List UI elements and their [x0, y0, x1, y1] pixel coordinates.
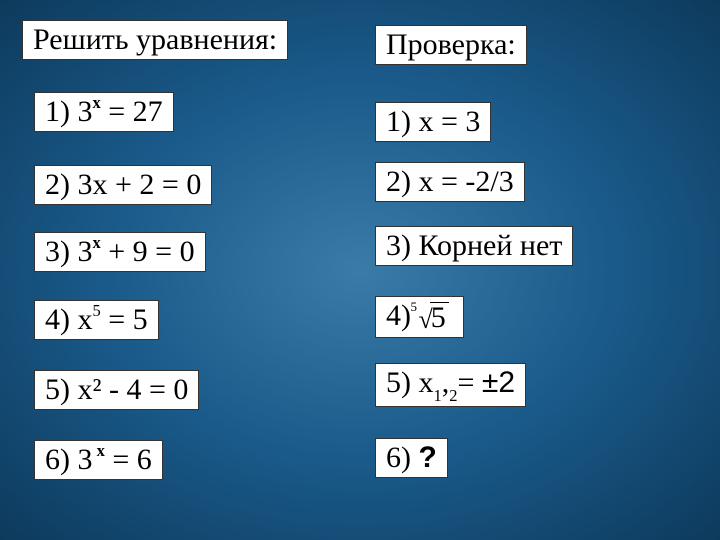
answer-6: 6) ?	[375, 438, 448, 478]
equation-5: 5) х² - 4 = 0	[34, 370, 199, 410]
eq3-rest: + 9 = 0	[101, 235, 195, 268]
radical-icon: 5 √5	[419, 301, 449, 335]
header-left: Решить уравнения:	[22, 20, 288, 60]
eq6-rest: = 6	[105, 443, 152, 476]
answer-1: 1) х = 3	[375, 102, 491, 142]
radical-index: 5	[411, 299, 418, 315]
header-left-text: Решить уравнения:	[33, 23, 277, 56]
answer-3: 3) Корней нет	[375, 226, 573, 266]
eq2-text: 2) 3х + 2 = 0	[45, 168, 201, 201]
ans5-sub2: 2	[449, 386, 457, 405]
ans5-eq: =	[458, 366, 482, 399]
eq4-prefix: 4) х	[45, 303, 93, 336]
ans5-prefix: 5) х	[386, 366, 434, 399]
eq3-prefix: 3) 3	[45, 235, 93, 268]
eq3-exp: х	[93, 233, 101, 252]
radicand: 5	[430, 302, 449, 333]
equation-4: 4) х5 = 5	[34, 300, 159, 340]
answer-5: 5) х1,2= ±2	[375, 363, 526, 407]
header-right: Проверка:	[375, 25, 527, 65]
equation-3: 3) 3х + 9 = 0	[34, 232, 206, 272]
ans3-text: 3) Корней нет	[386, 229, 562, 262]
ans2-text: 2) х = -2/3	[386, 165, 514, 198]
eq1-exp: х	[93, 93, 101, 112]
equation-1: 1) 3х = 27	[34, 92, 174, 132]
answer-4: 4) 5 √5	[375, 296, 464, 338]
header-right-text: Проверка:	[386, 28, 516, 61]
eq6-exp: х	[93, 441, 105, 460]
eq1-rest: = 27	[101, 95, 163, 128]
eq4-rest: = 5	[101, 303, 148, 336]
equation-2: 2) 3х + 2 = 0	[34, 165, 212, 205]
eq6-prefix: 6) 3	[45, 443, 93, 476]
ans5-sub1: 1	[434, 386, 442, 405]
ans5-pm: ±2	[482, 366, 515, 399]
ans1-text: 1) х = 3	[386, 105, 480, 138]
ans6-q: ?	[419, 441, 437, 474]
eq1-prefix: 1) 3	[45, 95, 93, 128]
eq5-text: 5) х² - 4 = 0	[45, 373, 188, 406]
equation-6: 6) 3 х = 6	[34, 440, 163, 480]
answer-2: 2) х = -2/3	[375, 162, 525, 202]
ans6-prefix: 6)	[386, 441, 419, 474]
eq4-exp: 5	[93, 301, 101, 320]
